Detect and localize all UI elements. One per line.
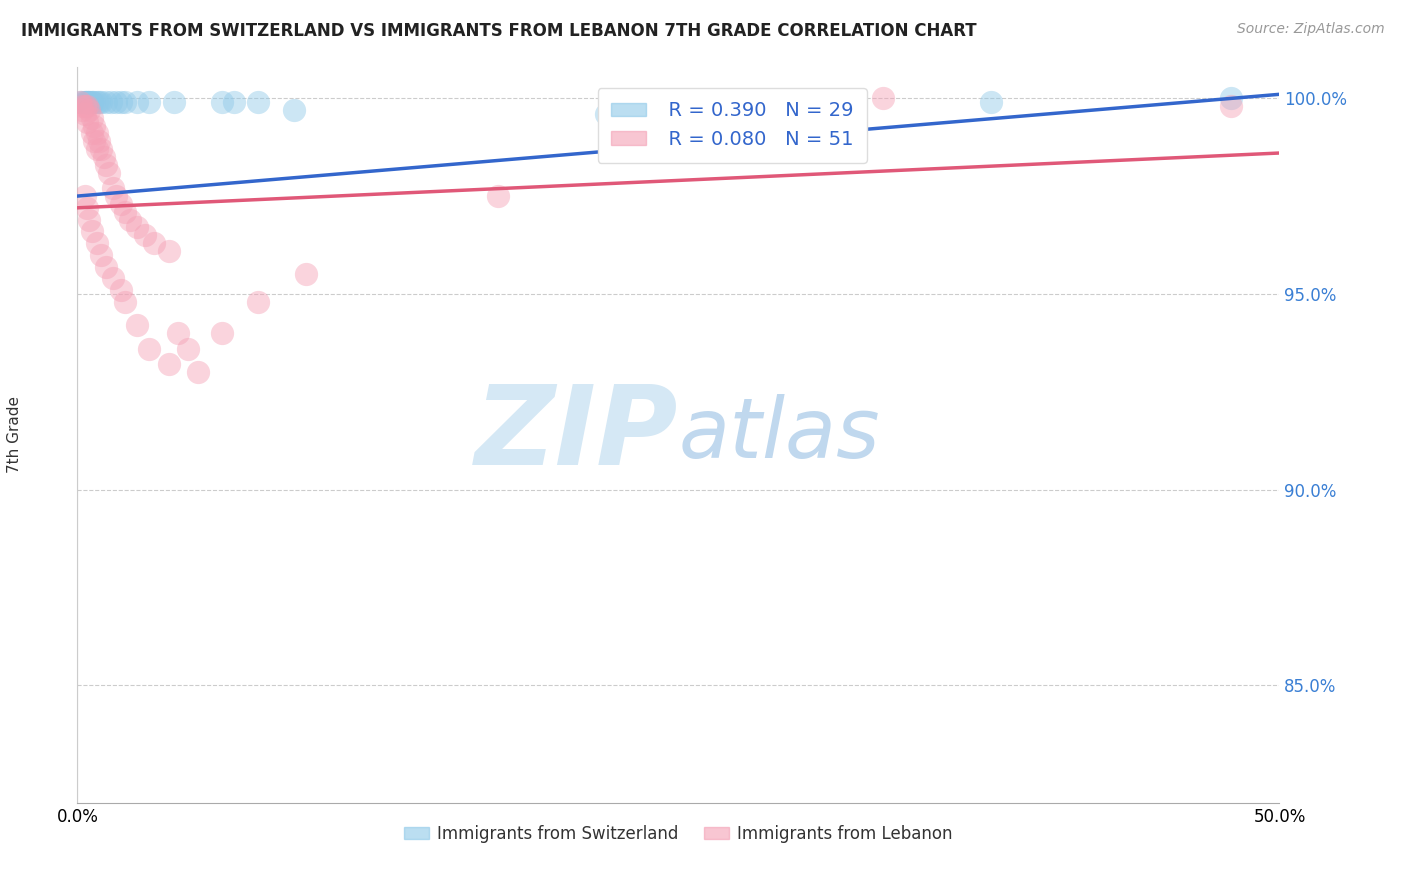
Point — [110, 283, 132, 297]
Point — [86, 95, 108, 109]
Point — [294, 268, 316, 282]
Point — [96, 158, 118, 172]
Point — [167, 326, 190, 340]
Point — [1220, 91, 1243, 105]
Point — [79, 95, 101, 109]
Point — [110, 197, 132, 211]
Point — [1220, 99, 1243, 113]
Text: atlas: atlas — [679, 394, 880, 475]
Point — [96, 260, 118, 274]
Point — [103, 181, 125, 195]
Point — [103, 271, 125, 285]
Point — [246, 95, 269, 109]
Point — [97, 165, 120, 179]
Point — [114, 294, 136, 309]
Text: ZIP: ZIP — [475, 382, 679, 488]
Point — [80, 127, 103, 141]
Point — [211, 326, 233, 340]
Point — [120, 212, 142, 227]
Point — [162, 95, 184, 109]
Point — [79, 103, 101, 117]
Point — [872, 91, 894, 105]
Point — [157, 358, 180, 372]
Point — [143, 235, 166, 250]
Point — [86, 235, 108, 250]
Point — [73, 107, 96, 121]
Point — [177, 342, 200, 356]
Point — [76, 114, 98, 128]
Point — [157, 244, 180, 258]
Point — [100, 95, 122, 109]
Point — [114, 204, 136, 219]
Legend: Immigrants from Switzerland, Immigrants from Lebanon: Immigrants from Switzerland, Immigrants … — [398, 818, 959, 850]
Point — [96, 95, 118, 109]
Point — [127, 95, 149, 109]
Point — [79, 212, 101, 227]
Point — [595, 107, 617, 121]
Point — [87, 134, 110, 148]
Point — [138, 342, 160, 356]
Point — [93, 150, 115, 164]
Point — [80, 111, 103, 125]
Y-axis label: 7th Grade: 7th Grade — [7, 396, 21, 474]
Point — [110, 95, 132, 109]
Point — [486, 189, 509, 203]
Point — [80, 95, 103, 109]
Point — [127, 220, 149, 235]
Point — [76, 95, 98, 109]
Point — [86, 127, 108, 141]
Point — [69, 95, 91, 109]
Point — [83, 134, 105, 148]
Point — [69, 95, 91, 109]
Point — [73, 95, 96, 109]
Point — [70, 99, 93, 113]
Point — [80, 224, 103, 238]
Point — [73, 189, 96, 203]
Point — [90, 142, 112, 156]
Point — [76, 201, 98, 215]
Point — [83, 119, 105, 133]
Point — [73, 99, 96, 113]
Point — [980, 95, 1002, 109]
Point — [90, 248, 112, 262]
Point — [83, 95, 105, 109]
Point — [104, 189, 127, 203]
Point — [134, 228, 156, 243]
Point — [114, 95, 136, 109]
Point — [79, 95, 101, 109]
Point — [246, 294, 269, 309]
Point — [127, 318, 149, 333]
Point — [283, 103, 305, 117]
Point — [90, 95, 112, 109]
Point — [70, 95, 93, 109]
Point — [186, 365, 209, 379]
Point — [87, 95, 110, 109]
Point — [70, 103, 93, 117]
Point — [222, 95, 245, 109]
Text: IMMIGRANTS FROM SWITZERLAND VS IMMIGRANTS FROM LEBANON 7TH GRADE CORRELATION CHA: IMMIGRANTS FROM SWITZERLAND VS IMMIGRANT… — [21, 22, 977, 40]
Point — [86, 142, 108, 156]
Text: Source: ZipAtlas.com: Source: ZipAtlas.com — [1237, 22, 1385, 37]
Point — [211, 95, 233, 109]
Point — [104, 95, 127, 109]
Point — [76, 95, 98, 109]
Point — [138, 95, 160, 109]
Point — [76, 99, 98, 113]
Point — [73, 95, 96, 109]
Point — [80, 95, 103, 109]
